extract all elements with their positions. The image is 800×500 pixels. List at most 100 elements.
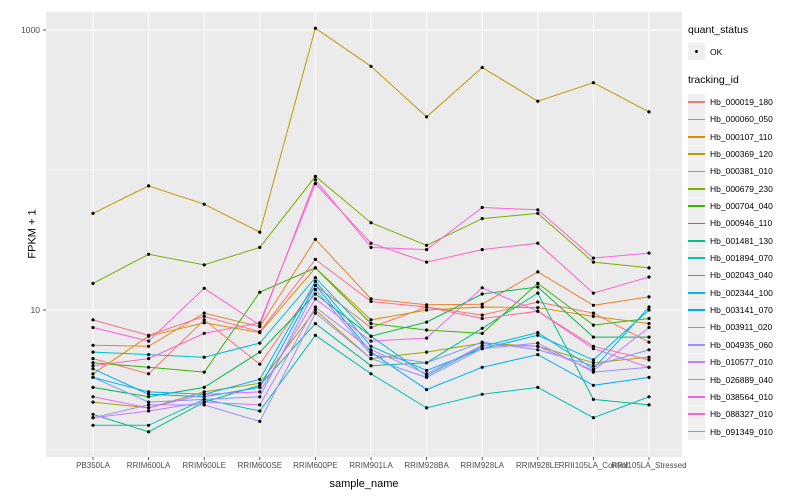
data-point bbox=[313, 182, 317, 186]
data-point bbox=[258, 321, 262, 325]
legend-item-label: Hb_002043_040 bbox=[710, 270, 773, 281]
data-point bbox=[591, 364, 596, 368]
data-point bbox=[91, 281, 95, 285]
data-point bbox=[147, 400, 151, 404]
line-key-icon bbox=[688, 145, 705, 163]
data-point bbox=[480, 347, 484, 351]
data-point bbox=[91, 385, 95, 389]
legend-item-label: Hb_001894_070 bbox=[710, 253, 773, 264]
legend-item-label: Hb_000946_110 bbox=[710, 218, 773, 229]
data-point bbox=[536, 270, 540, 274]
data-point bbox=[202, 331, 206, 335]
data-point bbox=[313, 276, 317, 280]
data-point bbox=[480, 340, 484, 344]
data-point bbox=[369, 334, 373, 338]
data-point bbox=[91, 395, 95, 399]
y-tick-label-1000: 1000 bbox=[21, 24, 40, 35]
data-point bbox=[425, 361, 429, 365]
data-point bbox=[313, 311, 317, 315]
data-point bbox=[147, 357, 151, 361]
x-axis-title: sample_name bbox=[329, 478, 399, 490]
line-key-icon bbox=[688, 388, 705, 406]
data-point bbox=[647, 355, 651, 359]
data-point bbox=[480, 316, 484, 321]
data-point bbox=[258, 341, 262, 345]
data-point bbox=[258, 230, 262, 234]
data-point bbox=[536, 385, 540, 389]
data-point bbox=[91, 364, 95, 368]
x-tick-label-PB350LA: PB350LA bbox=[76, 461, 110, 470]
line-key-icon bbox=[688, 301, 705, 319]
legend-item-Hb_000946_110: Hb_000946_110 bbox=[688, 214, 800, 232]
data-point bbox=[591, 383, 596, 387]
data-point bbox=[147, 430, 151, 434]
data-point bbox=[91, 361, 95, 365]
legend-item-Hb_026889_040: Hb_026889_040 bbox=[688, 371, 800, 389]
data-point bbox=[147, 344, 151, 348]
data-point bbox=[202, 397, 206, 401]
panel-background bbox=[46, 12, 682, 457]
data-point bbox=[480, 305, 484, 309]
data-point bbox=[591, 344, 596, 348]
data-point bbox=[425, 406, 429, 410]
data-point bbox=[258, 350, 262, 354]
data-point bbox=[591, 397, 596, 401]
data-point bbox=[425, 243, 429, 247]
data-point bbox=[536, 208, 540, 212]
data-point bbox=[91, 343, 95, 347]
line-key-icon bbox=[688, 284, 705, 302]
data-point bbox=[369, 297, 373, 301]
data-point bbox=[647, 335, 651, 339]
data-point bbox=[425, 336, 429, 340]
data-point bbox=[536, 333, 540, 337]
data-point bbox=[591, 314, 596, 318]
data-point bbox=[258, 245, 262, 249]
data-point bbox=[91, 372, 95, 376]
x-tick-label-RRIM600LA: RRIM600LA bbox=[126, 461, 171, 470]
data-point bbox=[202, 263, 206, 267]
x-tick-label-RRIM928LA: RRIM928LA bbox=[460, 461, 504, 470]
legend-item-label: Hb_000381_010 bbox=[710, 166, 773, 177]
legend-group-quant-status: quant_status OK bbox=[688, 24, 800, 61]
legend-item-Hb_091349_010: Hb_091349_010 bbox=[688, 423, 800, 441]
data-point bbox=[647, 110, 651, 114]
data-point bbox=[591, 311, 596, 315]
data-point bbox=[147, 395, 151, 399]
data-point bbox=[647, 251, 651, 255]
data-point bbox=[647, 295, 651, 299]
data-point bbox=[202, 395, 206, 399]
data-point bbox=[425, 372, 429, 376]
data-point bbox=[425, 115, 429, 119]
data-point bbox=[91, 423, 95, 427]
data-point bbox=[591, 416, 596, 420]
line-key-icon bbox=[688, 423, 705, 441]
legend-item-Hb_002344_100: Hb_002344_100 bbox=[688, 284, 800, 302]
data-point bbox=[313, 174, 317, 178]
legend-item-Hb_000107_110: Hb_000107_110 bbox=[688, 128, 800, 146]
x-tick-label-RRIM600PE: RRIM600PE bbox=[293, 461, 338, 470]
x-tick-label-RRIM901LA: RRIM901LA bbox=[349, 461, 393, 470]
data-point bbox=[147, 252, 151, 256]
data-point bbox=[369, 350, 373, 354]
data-point bbox=[647, 365, 651, 369]
legend-item-label: Hb_088327_010 bbox=[710, 409, 773, 420]
legend-item-label: Hb_003911_020 bbox=[710, 322, 773, 333]
data-point bbox=[91, 367, 95, 371]
data-point bbox=[480, 343, 484, 347]
line-key-icon bbox=[688, 197, 705, 215]
data-point bbox=[313, 266, 317, 270]
data-point bbox=[536, 353, 540, 357]
data-point bbox=[202, 321, 206, 325]
data-point bbox=[591, 260, 596, 264]
data-point bbox=[202, 202, 206, 206]
y-tick-label-10: 10 bbox=[30, 304, 40, 315]
legend-item-label: Hb_000107_110 bbox=[710, 131, 773, 142]
data-point bbox=[425, 375, 429, 379]
data-point bbox=[425, 260, 429, 264]
data-point bbox=[480, 286, 484, 290]
data-point bbox=[647, 340, 651, 344]
data-point bbox=[313, 322, 317, 326]
legend-item-Hb_088327_010: Hb_088327_010 bbox=[688, 405, 800, 423]
legend-item-Hb_000381_010: Hb_000381_010 bbox=[688, 162, 800, 180]
data-point bbox=[258, 395, 262, 399]
